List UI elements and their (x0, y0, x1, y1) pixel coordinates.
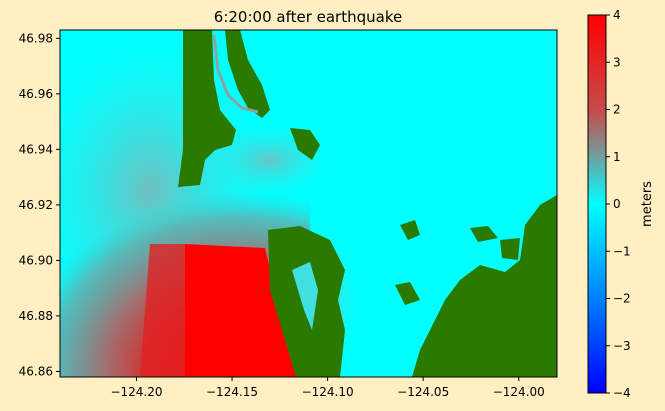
y-tick-label: 46.96 (19, 87, 53, 101)
y-tick-label: 46.88 (19, 309, 53, 323)
peak-surge-fade (140, 244, 185, 377)
south-channel (292, 262, 318, 330)
colorbar-tick-label: 2 (613, 103, 621, 117)
chart-title: 6:20:00 after earthquake (214, 8, 402, 26)
x-tick-label: −124.20 (110, 385, 162, 399)
land-east-islands (470, 226, 498, 242)
colorbar-label: meters (640, 181, 655, 227)
x-tick-label: −124.15 (206, 385, 258, 399)
land-bay-patch (290, 128, 320, 160)
y-tick-label: 46.92 (19, 198, 53, 212)
y-tick-label: 46.94 (19, 142, 53, 156)
y-tick-label: 46.86 (19, 364, 53, 378)
colorbar: 4 3 2 1 0 −1 −2 −3 −4 meters (587, 8, 655, 400)
colorbar-tick-label: 3 (613, 55, 621, 69)
x-tick-label: −124.05 (397, 385, 449, 399)
peak-surge-region (185, 244, 296, 377)
spit-channel (212, 34, 259, 114)
y-axis: 46.86 46.88 46.90 46.92 46.94 46.96 46.98 (19, 31, 60, 378)
colorbar-tick-label: 1 (613, 150, 621, 164)
land-east (412, 195, 557, 377)
y-tick-label: 46.90 (19, 253, 53, 267)
colorbar-tick-label: −1 (613, 244, 631, 258)
colorbar-tick-label: −3 (613, 339, 631, 353)
y-tick-label: 46.98 (19, 31, 53, 45)
colorbar-gradient (587, 14, 607, 394)
colorbar-ticks: 4 3 2 1 0 −1 −2 −3 −4 (606, 8, 631, 400)
colorbar-tick-label: −2 (613, 292, 631, 306)
land-east-strip (500, 238, 520, 260)
land-islands-south (395, 282, 420, 305)
colorbar-tick-label: −4 (613, 386, 631, 400)
colorbar-tick-label: 0 (613, 197, 621, 211)
x-tick-label: −124.00 (493, 385, 545, 399)
land-north-spit (178, 30, 236, 187)
colorbar-tick-label: 4 (613, 8, 621, 22)
land-north-peninsula (225, 30, 270, 118)
x-axis: −124.20 −124.15 −124.10 −124.05 −124.00 (110, 377, 545, 399)
plot-frame (59, 29, 558, 378)
plot-area (60, 30, 557, 377)
x-tick-label: −124.10 (302, 385, 354, 399)
land-bay-bits (400, 220, 420, 240)
